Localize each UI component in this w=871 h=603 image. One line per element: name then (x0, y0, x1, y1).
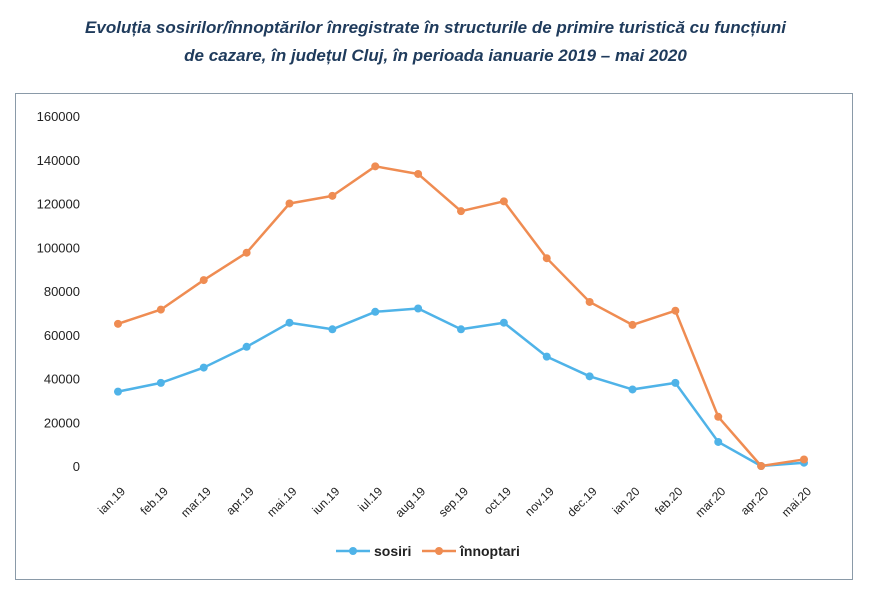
data-point-series-2 (542, 254, 551, 263)
x-tick-label: feb.20 (652, 484, 686, 518)
data-point-series-1 (499, 318, 508, 327)
data-point-series-2 (371, 162, 380, 171)
legend-marker-2 (435, 547, 443, 555)
x-tick-label: iul.19 (355, 484, 385, 514)
legend-label-1: sosiri (374, 543, 411, 559)
data-point-series-2 (199, 276, 208, 285)
legend-label-2: înnoptari (459, 543, 520, 559)
x-tick-label: dec.19 (564, 484, 600, 520)
data-point-series-2 (457, 207, 465, 216)
data-point-series-1 (199, 363, 208, 372)
data-point-series-1 (414, 304, 423, 313)
y-tick-label: 120000 (37, 197, 80, 212)
data-point-series-1 (242, 342, 251, 351)
x-tick-label: mai.19 (264, 484, 300, 520)
data-point-series-2 (285, 199, 294, 208)
data-point-series-2 (585, 297, 594, 306)
data-point-series-1 (671, 378, 680, 387)
data-point-series-1 (371, 307, 380, 316)
data-point-series-1 (628, 385, 637, 394)
data-point-series-2 (242, 248, 251, 257)
data-point-series-2 (328, 191, 337, 200)
y-tick-label: 160000 (37, 109, 80, 124)
data-point-series-2 (156, 305, 165, 314)
chart-frame: 0 20000 40000 60000 80000 100000 120000 140000 1… (15, 93, 853, 580)
x-tick-label: ian.20 (610, 484, 643, 517)
x-tick-label: ian.19 (95, 484, 128, 517)
y-tick-label: 140000 (37, 153, 80, 168)
x-tick-label: mar.19 (178, 484, 214, 520)
chart-title-line-1: Evoluția sosirilor/înnoptărilor înregist… (85, 18, 786, 37)
data-point-series-1 (114, 387, 122, 396)
chart-title-line-2: de cazare, în județul Cluj, în perioada … (184, 46, 687, 65)
data-point-series-1 (156, 378, 165, 387)
x-tick-label: mai.20 (779, 484, 815, 520)
data-point-series-2 (114, 319, 122, 328)
x-tick-label: nov.19 (522, 484, 557, 519)
y-tick-label: 80000 (44, 284, 80, 299)
y-tick-label: 60000 (44, 328, 80, 343)
x-tick-label: apr.19 (223, 484, 257, 518)
data-point-series-2 (714, 412, 723, 421)
data-point-series-1 (285, 318, 294, 327)
legend-marker-1 (349, 547, 357, 555)
y-tick-label: 20000 (44, 415, 80, 430)
y-tick-label: 100000 (37, 240, 80, 255)
x-tick-label: feb.19 (137, 484, 171, 518)
data-point-series-1 (714, 437, 723, 446)
data-point-series-2 (671, 306, 680, 315)
x-tick-label: mar.20 (693, 484, 729, 520)
data-point-series-2 (800, 455, 808, 464)
x-tick-label: sep.19 (436, 484, 472, 520)
chart-title: Evoluția sosirilor/înnoptărilor înregist… (0, 14, 871, 70)
data-point-series-1 (585, 372, 594, 381)
y-tick-label: 0 (73, 459, 80, 474)
data-point-series-1 (542, 352, 551, 361)
data-point-series-1 (328, 325, 337, 334)
line-chart: 0 20000 40000 60000 80000 100000 120000 140000 1… (37, 109, 815, 559)
x-tick-label: oct.19 (481, 484, 514, 517)
data-point-series-2 (414, 169, 423, 178)
x-tick-label: apr.20 (738, 484, 772, 518)
data-point-series-2 (628, 320, 637, 329)
x-tick-label: iun.19 (309, 484, 342, 517)
data-point-series-2 (757, 462, 766, 470)
data-point-series-1 (457, 325, 465, 334)
y-tick-label: 40000 (44, 372, 80, 387)
data-point-series-2 (499, 197, 508, 206)
x-tick-label: aug.19 (392, 484, 428, 520)
